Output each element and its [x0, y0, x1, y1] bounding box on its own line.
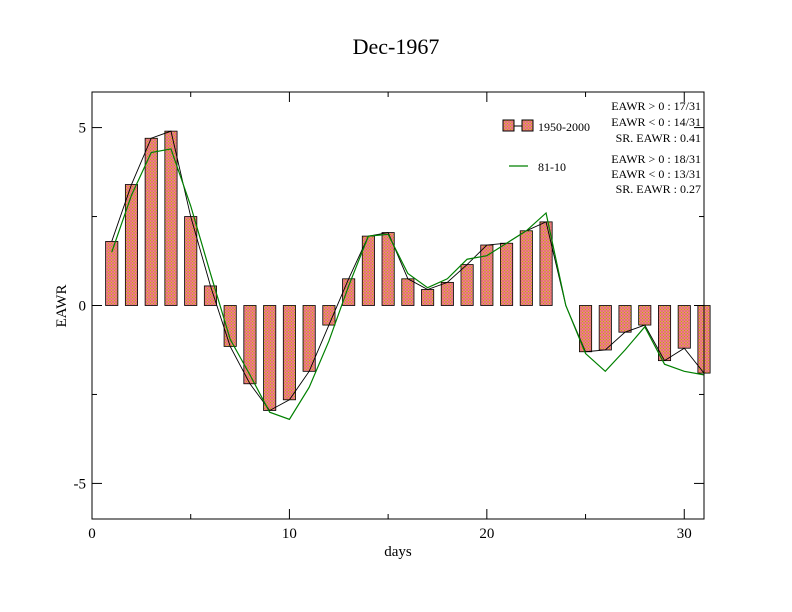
bar	[243, 305, 257, 385]
bar	[500, 242, 514, 306]
bar	[164, 130, 178, 306]
bar	[618, 305, 632, 333]
line-series	[111, 148, 705, 421]
bar	[440, 281, 454, 306]
stats-81-10-sr: SR. EAWR : 0.27	[616, 182, 701, 196]
x-tick-label: 20	[479, 526, 494, 542]
bar	[598, 305, 612, 351]
bar	[421, 289, 435, 306]
y-tick-label: -5	[74, 476, 87, 492]
legend: 1950-2000 81-10	[502, 119, 590, 174]
x-tick-label: 0	[88, 526, 96, 542]
bar	[401, 278, 415, 306]
legend-bar-swatch-right	[521, 119, 534, 132]
bar	[124, 184, 139, 306]
bar	[519, 230, 533, 306]
stats-81-10-positive: EAWR > 0 : 18/31	[611, 152, 701, 166]
chart-title: Dec-1967	[353, 34, 440, 59]
axes-layer: 0 10 20 30 -5 0 5	[74, 92, 704, 542]
y-axis-label: EAWR	[54, 285, 70, 328]
stats-1950-2000-sr: SR. EAWR : 0.41	[616, 131, 701, 145]
legend-bar-swatch-left	[502, 119, 515, 132]
bar	[460, 264, 474, 306]
legend-line-label: 81-10	[538, 160, 566, 174]
bar	[144, 137, 158, 306]
bar	[677, 305, 691, 349]
x-axis-label: days	[384, 544, 412, 560]
bar	[263, 305, 277, 411]
stats-81-10-negative: EAWR < 0 : 13/31	[611, 167, 701, 181]
bar	[480, 244, 494, 306]
bar	[579, 305, 593, 353]
bar-series-line	[111, 130, 705, 412]
x-tick-label: 10	[282, 526, 297, 542]
bar	[342, 278, 356, 306]
x-tick-label: 30	[677, 526, 692, 542]
bar	[184, 216, 198, 306]
stats-1950-2000-positive: EAWR > 0 : 17/31	[611, 99, 701, 113]
bars-layer	[105, 130, 711, 411]
bar	[638, 305, 652, 326]
legend-bar-label: 1950-2000	[538, 120, 590, 134]
stats-box: EAWR > 0 : 17/31 EAWR < 0 : 14/31 SR. EA…	[611, 99, 701, 196]
y-tick-label: 0	[79, 299, 87, 315]
bar	[282, 305, 296, 401]
y-tick-label: 5	[79, 121, 87, 137]
lines-layer	[111, 130, 705, 421]
stats-1950-2000-negative: EAWR < 0 : 14/31	[611, 115, 701, 129]
